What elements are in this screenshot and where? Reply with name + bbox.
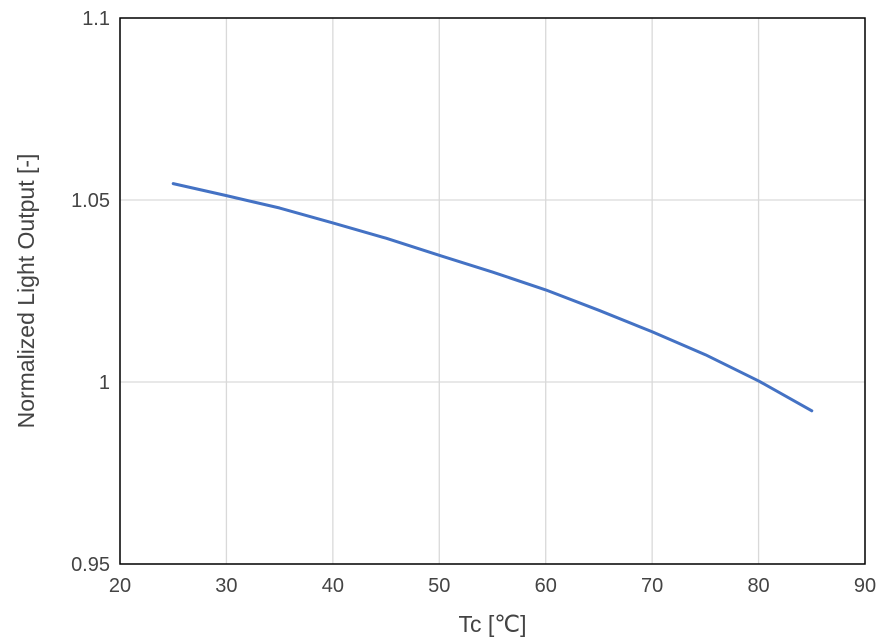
x-tick-label: 40 — [322, 575, 344, 597]
y-tick-label: 1.1 — [82, 8, 110, 30]
series-layer — [171, 182, 814, 413]
x-tick-label: 20 — [109, 575, 131, 597]
x-axis-ticks: 20 30 40 50 60 70 80 90 — [109, 575, 876, 597]
x-tick-label: 80 — [747, 575, 769, 597]
y-tick-label: 0.95 — [71, 554, 110, 576]
y-tick-label: 1 — [99, 372, 110, 394]
x-axis-title: Tc [℃] — [458, 611, 526, 637]
x-tick-label: 90 — [854, 575, 876, 597]
grid — [119, 17, 866, 565]
y-axis-title: Normalized Light Output [-] — [13, 154, 39, 429]
x-tick-label: 50 — [428, 575, 450, 597]
y-tick-label: 1.05 — [71, 190, 110, 212]
y-axis-ticks: 0.95 1 1.05 1.1 — [71, 8, 110, 576]
plot-frame — [119, 17, 866, 565]
x-tick-label: 30 — [215, 575, 237, 597]
x-tick-label: 70 — [641, 575, 663, 597]
x-tick-label: 60 — [535, 575, 557, 597]
series-line — [171, 182, 814, 413]
